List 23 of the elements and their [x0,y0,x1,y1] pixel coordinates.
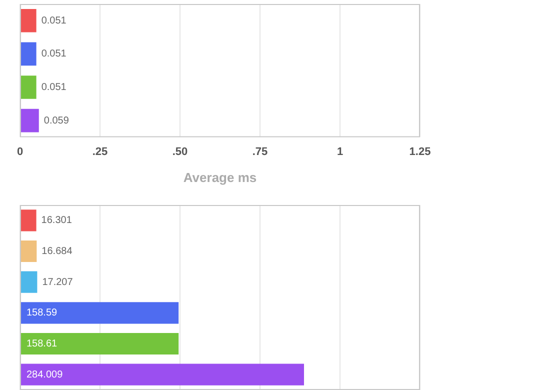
bar [20,210,36,232]
data-label: 158.61 [26,338,58,350]
x-tick-label: .25 [92,146,108,158]
bar [20,240,37,262]
data-label: 0.051 [41,48,67,60]
data-label: 0.051 [41,82,67,93]
data-label: 284.009 [26,369,64,380]
bar [20,364,304,386]
x-axis-title: Average ms [183,170,257,185]
x-tick-label: .75 [252,146,268,158]
bar [20,271,38,293]
bar [20,332,179,355]
x-tick-label: .50 [172,146,188,158]
data-label: 16.684 [42,246,73,257]
data-label: 0.051 [41,15,67,26]
data-label: 16.301 [41,215,72,226]
data-label: 17.207 [42,276,74,288]
x-tick-label: 1 [336,146,344,158]
x-tick-label: 1.25 [409,146,431,158]
data-label: 0.059 [44,115,70,126]
bar [20,302,179,324]
data-label: 158.59 [26,308,58,319]
x-tick-label: 0 [16,146,24,158]
